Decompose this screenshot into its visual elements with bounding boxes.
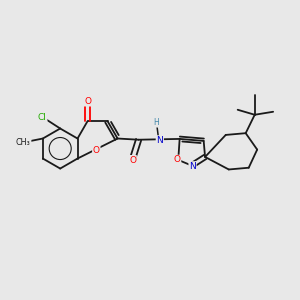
Text: O: O (174, 155, 181, 164)
Text: O: O (84, 97, 91, 106)
Text: CH₃: CH₃ (16, 138, 31, 147)
Text: Cl: Cl (38, 113, 47, 122)
Text: O: O (129, 156, 136, 165)
Text: N: N (189, 162, 196, 171)
Text: H: H (154, 118, 160, 127)
Text: O: O (93, 146, 100, 155)
Text: N: N (156, 136, 163, 145)
